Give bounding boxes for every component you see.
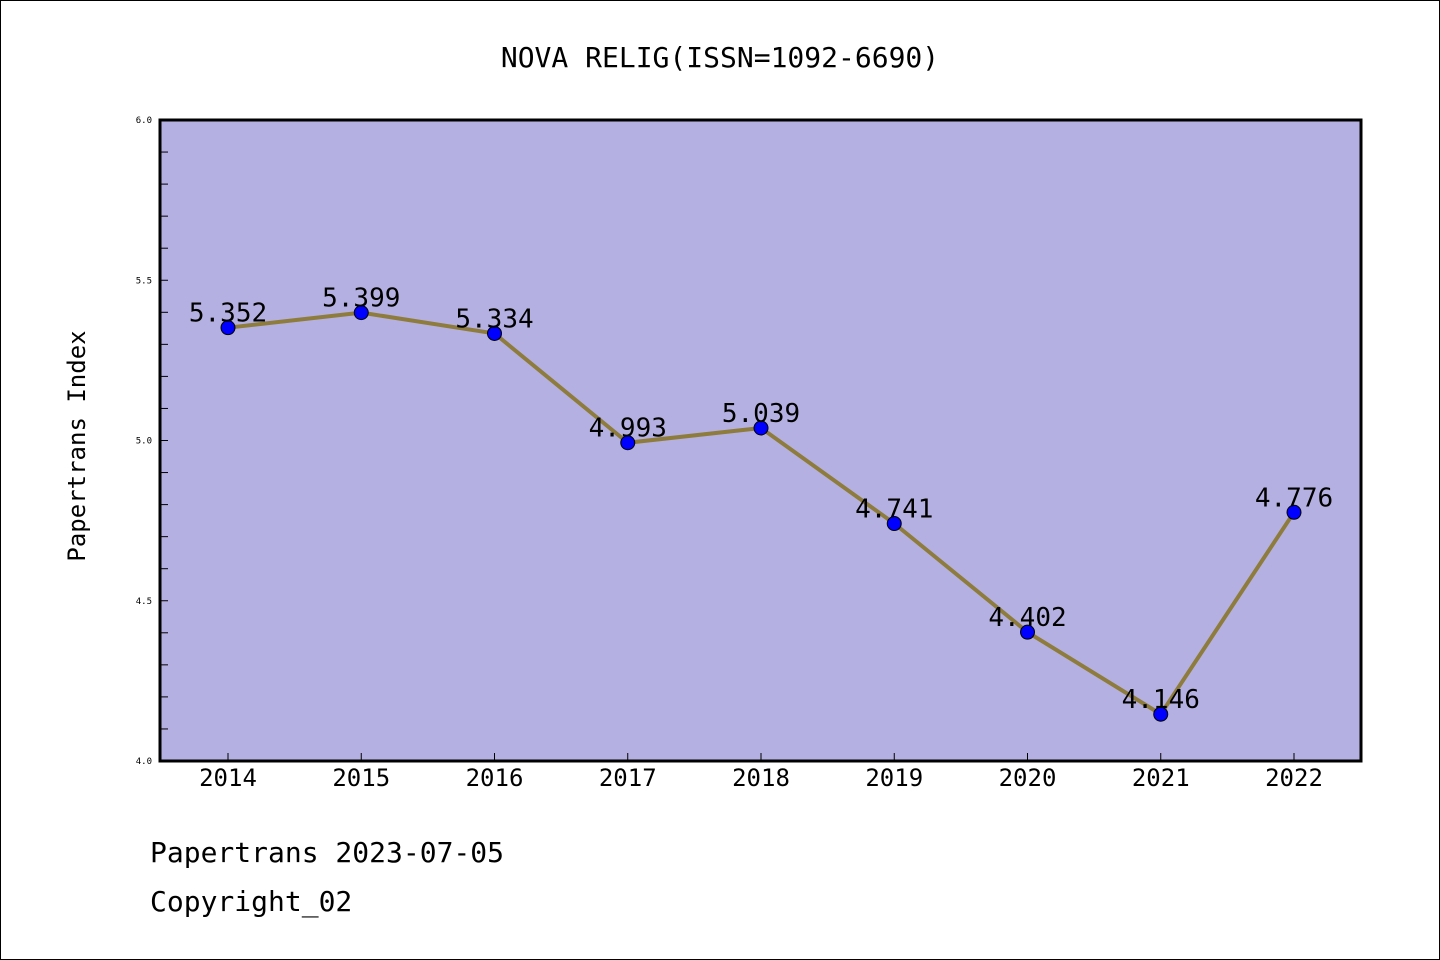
y-tick-label: 6.0 (136, 116, 152, 126)
axes-layer: 4.0 4.5 5.0 5.5 6.0 2014 2015 2016 2017 2018 2019 2… (136, 116, 1323, 792)
data-point-marker (1153, 706, 1169, 722)
data-point-marker (1286, 504, 1302, 520)
data-point-marker (1020, 624, 1035, 640)
data-labels-layer: 5.352 5.399 5.334 4.993 5.039 4.741 4.402 4.146… (189, 284, 1333, 716)
data-label: 5.352 (189, 299, 267, 329)
data-label: 4.741 (855, 495, 933, 525)
data-point-marker (353, 305, 369, 321)
data-label: 4.402 (988, 603, 1066, 633)
y-tick-label: 5.5 (136, 276, 152, 286)
y-tick-label: 4.0 (136, 757, 152, 767)
data-point-marker (487, 325, 502, 341)
data-label: 5.399 (322, 284, 400, 314)
series-layer (220, 305, 1302, 722)
x-tick-label: 2018 (732, 764, 790, 792)
y-axis-label: Papertrans Index (63, 330, 91, 561)
data-point-marker (753, 420, 769, 436)
data-point-marker (220, 320, 236, 336)
x-tick-label: 2017 (599, 764, 657, 792)
x-tick-label: 2021 (1132, 764, 1190, 792)
y-tick-label: 5.0 (136, 437, 152, 447)
data-point-marker (886, 516, 902, 532)
data-point-marker (620, 435, 636, 451)
x-tick-label: 2016 (466, 764, 524, 792)
footer-date-text: Papertrans 2023-07-05 (150, 836, 505, 869)
data-label: 4.993 (589, 414, 667, 444)
x-tick-label: 2022 (1265, 764, 1323, 792)
x-tick-label: 2014 (199, 764, 257, 792)
data-label: 4.146 (1122, 685, 1200, 715)
plot-area (158, 118, 1363, 763)
footer-copyright-text: Copyright_02 (150, 885, 353, 918)
x-tick-label: 2015 (332, 764, 390, 792)
x-tick-label: 2020 (999, 764, 1057, 792)
data-label: 4.776 (1255, 483, 1333, 513)
data-label: 5.039 (722, 399, 800, 429)
data-label: 5.334 (455, 304, 533, 334)
x-tick-label: 2019 (865, 764, 923, 792)
chart-title: NOVA RELIG(ISSN=1092-6690) (501, 41, 939, 74)
y-tick-label: 4.5 (136, 597, 152, 607)
